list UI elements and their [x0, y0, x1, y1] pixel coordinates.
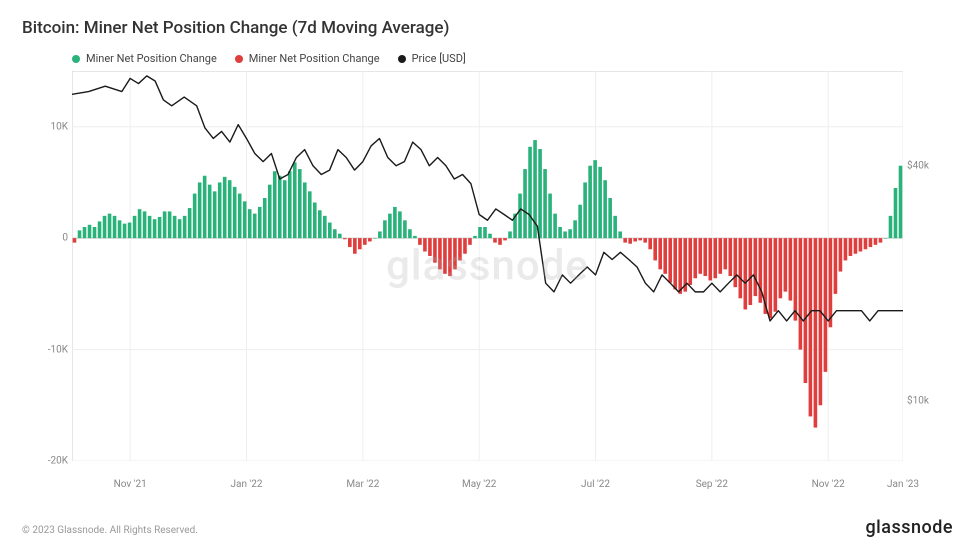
- x-tick-label: Mar '22: [346, 479, 379, 490]
- legend: Miner Net Position Change Miner Net Posi…: [72, 52, 953, 65]
- legend-label-price: Price [USD]: [412, 52, 466, 65]
- x-tick-label: Jul '22: [581, 479, 610, 490]
- y-left-tick-label: -20K: [28, 456, 68, 467]
- chart-area: glassnode 10K0-10K-20K $40k$10k Nov '21J…: [72, 71, 903, 461]
- legend-item-negative: Miner Net Position Change: [235, 52, 380, 65]
- legend-dot-negative: [235, 55, 243, 63]
- legend-item-price: Price [USD]: [398, 52, 466, 65]
- y-right-tick-label: $10k: [907, 395, 947, 406]
- chart-svg: [72, 71, 903, 461]
- x-tick-label: Nov '21: [114, 479, 147, 490]
- y-right-tick-label: $40k: [907, 160, 947, 171]
- y-left-tick-label: -10K: [28, 344, 68, 355]
- legend-label-positive: Miner Net Position Change: [86, 52, 217, 65]
- x-tick-label: Nov '22: [812, 479, 845, 490]
- y-axis-left-labels: 10K0-10K-20K: [28, 71, 68, 461]
- copyright-text: © 2023 Glassnode. All Rights Reserved.: [22, 525, 198, 536]
- x-tick-label: Jan '22: [231, 479, 263, 490]
- legend-label-negative: Miner Net Position Change: [249, 52, 380, 65]
- legend-item-positive: Miner Net Position Change: [72, 52, 217, 65]
- y-axis-right-labels: $40k $10k: [907, 71, 947, 461]
- brand-logo: glassnode: [865, 517, 953, 538]
- y-left-tick-label: 0: [28, 233, 68, 244]
- y-left-tick-label: 10K: [28, 121, 68, 132]
- x-tick-label: Jan '23: [887, 479, 919, 490]
- x-tick-label: Sep '22: [696, 479, 728, 490]
- legend-dot-price: [398, 55, 406, 63]
- chart-title: Bitcoin: Miner Net Position Change (7d M…: [22, 18, 953, 38]
- x-tick-label: May '22: [462, 479, 496, 490]
- legend-dot-positive: [72, 55, 80, 63]
